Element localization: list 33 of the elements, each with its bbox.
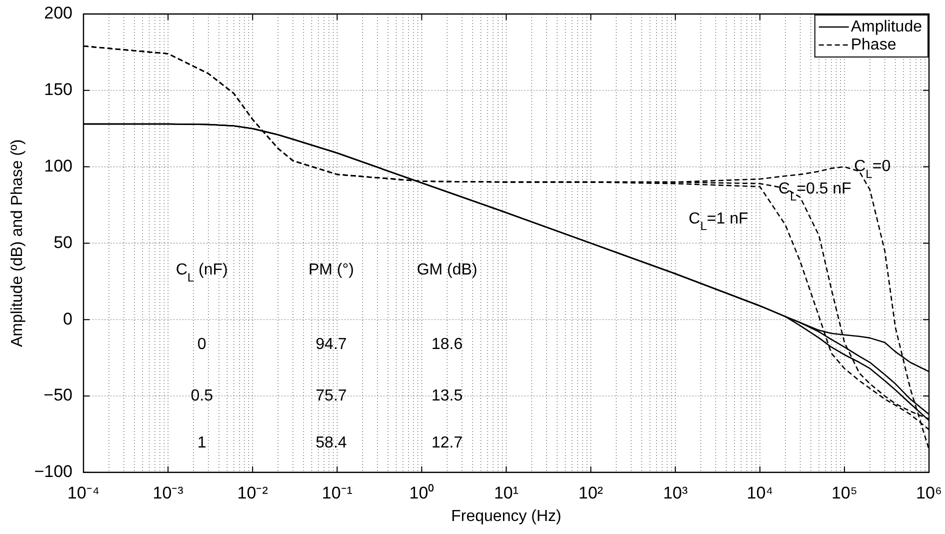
x-axis-title: Frequency (Hz) <box>451 508 562 525</box>
x-tick-label: 10⁻² <box>237 483 268 502</box>
x-tick-label: 10³ <box>663 483 688 502</box>
x-tick-label: 10² <box>578 483 604 502</box>
y-tick-label: 150 <box>44 80 72 100</box>
y-tick-label: 0 <box>63 309 72 328</box>
annotation: 12.7 <box>431 434 463 452</box>
x-tick-label: 10⁰ <box>409 483 434 502</box>
annotation: 75.7 <box>316 387 347 404</box>
annotation: 0.5 <box>190 387 214 404</box>
annotation: 18.6 <box>431 336 463 353</box>
y-tick-label: 100 <box>44 156 72 176</box>
annotation: 94.7 <box>316 336 347 353</box>
x-tick-label: 10⁻³ <box>152 483 184 502</box>
y-tick-label: −100 <box>34 462 72 482</box>
y-tick-label: −50 <box>44 386 72 405</box>
annotation: 0 <box>197 336 206 353</box>
y-axis-title: Amplitude (dB) and Phase (º) <box>9 139 26 348</box>
y-tick-label: 50 <box>54 232 72 252</box>
y-tick-label: 200 <box>44 4 72 23</box>
legend-label: Amplitude <box>850 18 922 36</box>
x-tick-label: 10⁴ <box>746 483 774 502</box>
annotation: PM (°) <box>308 262 354 279</box>
annotation: 13.5 <box>431 387 463 404</box>
x-tick-label: 10⁵ <box>831 483 858 502</box>
x-tick-label: 10⁻⁴ <box>67 483 100 502</box>
x-tick-label: 10¹ <box>494 483 519 502</box>
x-tick-label: 10⁶ <box>916 483 942 502</box>
annotation: 58.4 <box>316 434 347 452</box>
legend-label: Phase <box>850 36 896 54</box>
annotation: GM (dB) <box>416 262 478 279</box>
annotation: 1 <box>197 434 206 452</box>
x-tick-label: 10⁻¹ <box>322 483 353 502</box>
